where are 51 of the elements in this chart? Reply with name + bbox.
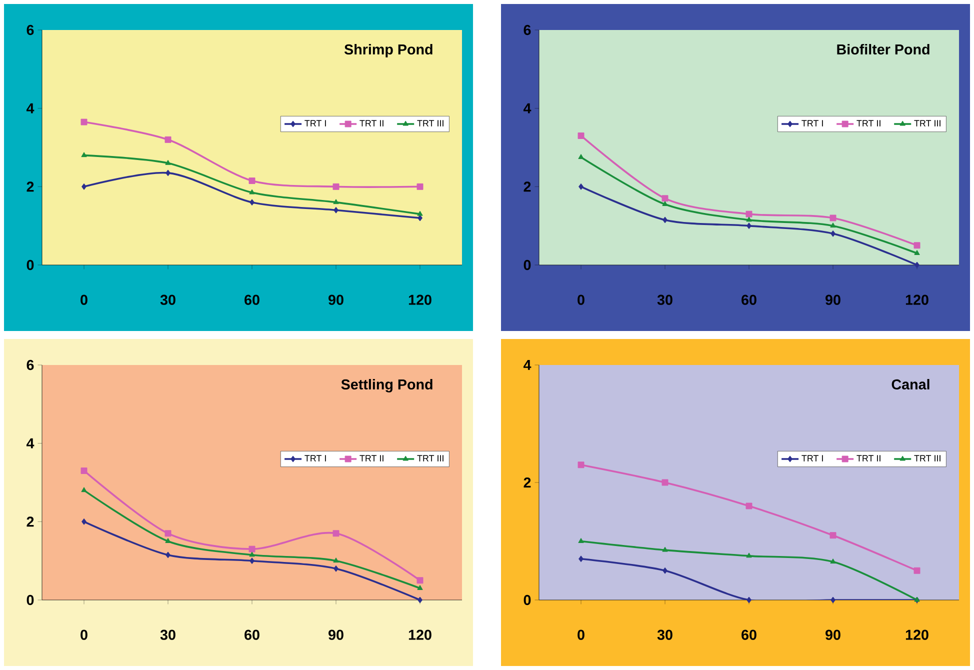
- x-tick-label: 90: [328, 294, 344, 305]
- x-tick-label: 0: [80, 630, 88, 640]
- text: Canal: [892, 378, 930, 390]
- y-tick-label: 0: [524, 594, 531, 606]
- x-tick-label: 90: [826, 630, 840, 640]
- x-tick-label: 90: [826, 294, 840, 305]
- x-tick-label: 120: [906, 294, 928, 305]
- x-tick-label: 0: [578, 294, 584, 305]
- y-tick-label: 6: [26, 24, 34, 36]
- legend-label: TRT II: [360, 120, 384, 126]
- legend-label: TRT II: [856, 455, 880, 462]
- text: Shrimp Pond: [344, 44, 432, 58]
- legend-label: TRT III: [914, 455, 940, 462]
- y-tick-label: 6: [524, 24, 531, 36]
- x-tick-label: 30: [160, 294, 176, 305]
- y-tick-label: 0: [26, 594, 34, 606]
- x-tick-label: 30: [657, 294, 672, 305]
- y-tick-label: 6: [26, 360, 34, 370]
- x-tick-label: 60: [244, 630, 260, 640]
- y-tick-label: 4: [26, 438, 34, 448]
- x-tick-label: 90: [328, 630, 344, 640]
- x-tick-label: 0: [578, 630, 584, 640]
- x-tick-label: 30: [160, 630, 176, 640]
- y-tick-label: 2: [26, 516, 34, 527]
- y-tick-label: 4: [523, 360, 532, 370]
- y-tick-label: 4: [26, 103, 34, 114]
- legend-label: TRT III: [417, 455, 444, 462]
- x-tick-label: 120: [408, 294, 432, 305]
- x-tick-label: 60: [244, 294, 260, 305]
- legend-label: TRT II: [360, 455, 384, 462]
- x-tick-label: 60: [742, 294, 756, 305]
- y-tick-label: 2: [26, 182, 34, 192]
- y-tick-label: 0: [524, 260, 531, 270]
- text: Biofilter Pond: [837, 44, 930, 55]
- y-tick-label: 0: [26, 260, 34, 270]
- x-tick-label: 120: [408, 630, 432, 640]
- y-tick-label: 2: [524, 477, 531, 488]
- legend-label: TRT I: [304, 120, 326, 126]
- legend-label: TRT III: [914, 120, 940, 126]
- text: Settling Pond: [341, 378, 432, 392]
- legend-label: TRT I: [802, 120, 823, 126]
- legend-label: TRT II: [856, 120, 880, 126]
- x-tick-label: 0: [80, 294, 88, 305]
- x-tick-label: 60: [742, 630, 756, 640]
- x-tick-label: 30: [657, 630, 672, 640]
- legend-label: TRT I: [802, 455, 823, 462]
- x-tick-label: 120: [906, 630, 928, 640]
- legend-label: TRT I: [304, 455, 326, 462]
- y-tick-label: 4: [523, 103, 532, 114]
- legend-label: TRT III: [417, 120, 444, 126]
- y-tick-label: 2: [524, 182, 531, 192]
